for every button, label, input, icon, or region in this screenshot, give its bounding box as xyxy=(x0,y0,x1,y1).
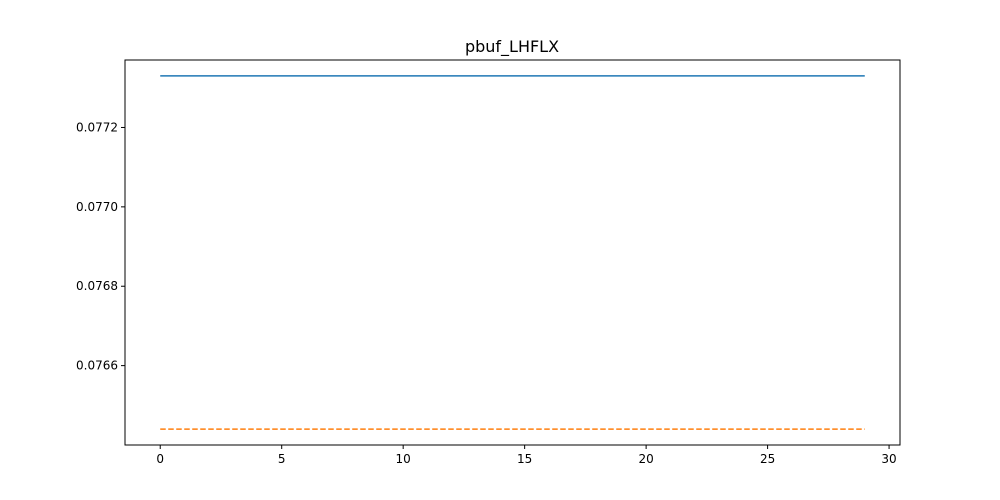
x-tick-label: 25 xyxy=(760,452,775,466)
axes-frame xyxy=(124,59,901,446)
x-tick-label: 5 xyxy=(278,452,286,466)
plot-area xyxy=(160,75,865,430)
x-tick-label: 0 xyxy=(156,452,164,466)
x-tick-label: 30 xyxy=(881,452,896,466)
x-tick-label: 20 xyxy=(638,452,653,466)
x-axis: 0 5 10 15 20 25 30 xyxy=(156,445,897,466)
y-tick-label: 0.0766 xyxy=(76,359,118,373)
y-tick-label: 0.0772 xyxy=(76,120,118,134)
x-tick-label: 15 xyxy=(517,452,532,466)
chart-title: pbuf_LHFLX xyxy=(465,37,559,57)
y-tick-label: 0.0768 xyxy=(76,279,118,293)
x-tick-label: 10 xyxy=(396,452,411,466)
y-tick-label: 0.0770 xyxy=(76,200,118,214)
y-axis: 0.0766 0.0768 0.0770 0.0772 xyxy=(76,120,125,373)
